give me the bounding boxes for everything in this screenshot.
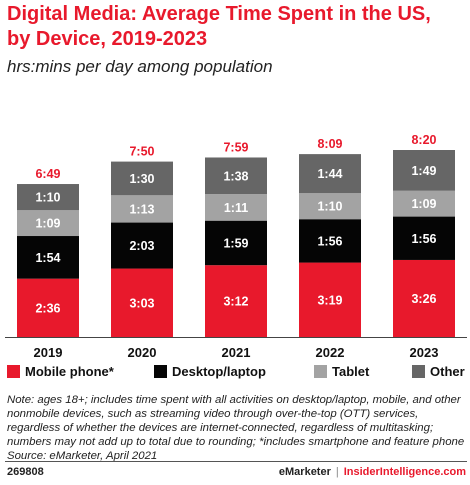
data-label-other-2021: 1:38 — [223, 169, 248, 183]
chart-notes: Note: ages 18+; includes time spent with… — [7, 393, 465, 463]
data-label-mobile-phone-2022: 3:19 — [317, 293, 342, 307]
bar-tablet-2022 — [299, 193, 361, 220]
legend-swatch-desktop-laptop — [154, 365, 167, 378]
bar-desktop-laptop-2020 — [111, 222, 173, 269]
data-label-tablet-2023: 1:09 — [411, 197, 436, 211]
footer-branding: eMarketer | InsiderIntelligence.com — [279, 466, 466, 478]
bar-other-2022 — [299, 154, 361, 194]
total-label-2019: 6:49 — [35, 167, 60, 181]
bar-desktop-laptop-2022 — [299, 219, 361, 263]
footer-divider — [5, 461, 467, 462]
x-tick-label-2019: 2019 — [34, 345, 63, 360]
legend-item-other: Other — [412, 364, 465, 379]
x-tick-label-2022: 2022 — [316, 345, 345, 360]
legend-swatch-tablet — [314, 365, 327, 378]
bar-mobile-phone-2020 — [111, 268, 173, 337]
data-label-desktop-laptop-2020: 2:03 — [129, 239, 154, 253]
data-label-desktop-laptop-2023: 1:56 — [411, 232, 436, 246]
bar-desktop-laptop-2021 — [205, 220, 267, 266]
data-label-mobile-phone-2021: 3:12 — [223, 295, 248, 309]
legend-swatch-mobile-phone — [7, 365, 20, 378]
total-label-2021: 7:59 — [223, 140, 248, 154]
legend-item-tablet: Tablet — [314, 364, 369, 379]
data-label-other-2020: 1:30 — [129, 172, 154, 186]
legend-item-mobile-phone: Mobile phone* — [7, 364, 114, 379]
data-label-mobile-phone-2023: 3:26 — [411, 292, 436, 306]
data-label-desktop-laptop-2022: 1:56 — [317, 234, 342, 248]
legend-label-mobile-phone: Mobile phone* — [25, 364, 114, 379]
legend: Mobile phone* Desktop/laptop Tablet Othe… — [5, 364, 465, 384]
data-label-other-2023: 1:49 — [411, 164, 436, 178]
total-label-2020: 7:50 — [129, 145, 154, 159]
data-label-mobile-phone-2019: 2:36 — [35, 301, 60, 315]
brand-insider-intelligence: InsiderIntelligence.com — [343, 466, 466, 478]
data-label-tablet-2022: 1:10 — [317, 200, 342, 214]
bar-tablet-2019 — [17, 210, 79, 237]
brand-separator: | — [335, 466, 339, 478]
bar-tablet-2021 — [205, 194, 267, 221]
legend-item-desktop-laptop: Desktop/laptop — [154, 364, 266, 379]
bar-mobile-phone-2021 — [205, 265, 267, 337]
bar-other-2020 — [111, 161, 173, 196]
stacked-bar-chart: 2:36 1:54 1:09 1:10 6:49 2019 3:03 2:03 1:13 1:30… — [5, 133, 467, 360]
total-label-2023: 8:20 — [411, 133, 436, 147]
bar-other-2019 — [17, 184, 79, 211]
bar-desktop-laptop-2023 — [393, 216, 455, 260]
data-label-desktop-laptop-2019: 1:54 — [35, 251, 60, 265]
data-label-other-2022: 1:44 — [317, 167, 342, 181]
data-label-tablet-2020: 1:13 — [129, 202, 154, 216]
bar-desktop-laptop-2019 — [17, 236, 79, 279]
bar-mobile-phone-2023 — [393, 259, 455, 337]
legend-swatch-other — [412, 365, 425, 378]
data-label-mobile-phone-2020: 3:03 — [129, 296, 154, 310]
chart-subtitle: hrs:mins per day among population — [7, 57, 273, 76]
x-tick-label-2020: 2020 — [128, 345, 157, 360]
data-label-tablet-2021: 1:11 — [224, 201, 248, 215]
legend-label-desktop-laptop: Desktop/laptop — [172, 364, 266, 379]
legend-label-tablet: Tablet — [332, 364, 370, 379]
data-label-tablet-2019: 1:09 — [35, 217, 60, 231]
x-tick-label-2023: 2023 — [410, 345, 439, 360]
bar-mobile-phone-2019 — [17, 278, 79, 337]
source-text: Source: eMarketer, April 2021 — [7, 450, 158, 462]
bar-mobile-phone-2022 — [299, 262, 361, 337]
x-tick-label-2021: 2021 — [222, 345, 251, 360]
chart-title: Digital Media: Average Time Spent in the… — [7, 3, 431, 50]
chart-id: 269808 — [7, 466, 44, 478]
bar-tablet-2023 — [393, 190, 455, 217]
legend-label-other: Other — [430, 364, 465, 379]
total-label-2022: 8:09 — [317, 137, 342, 151]
note-text: Note: ages 18+; includes time spent with… — [7, 394, 465, 448]
bar-other-2021 — [205, 157, 267, 195]
data-label-desktop-laptop-2021: 1:59 — [223, 236, 248, 250]
bar-tablet-2020 — [111, 195, 173, 223]
brand-emarketer: eMarketer — [278, 466, 331, 478]
data-label-other-2019: 1:10 — [35, 191, 60, 205]
bar-other-2023 — [393, 150, 455, 191]
